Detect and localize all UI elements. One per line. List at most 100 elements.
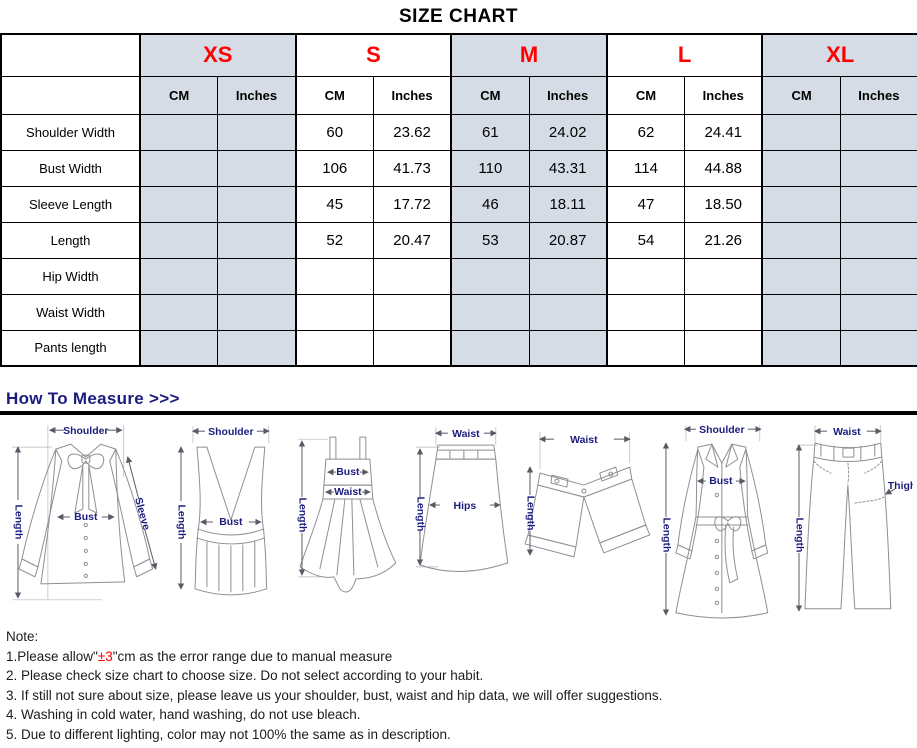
pants-illustration: Waist Length Thigh [794,425,913,612]
cell-value: 24.02 [528,113,608,151]
cell-value [839,221,917,259]
unit-header-xs-cm: CM [139,75,219,115]
vest-bust-label: Bust [219,517,243,528]
size-header-m: M [450,33,608,77]
cell-value [450,329,530,367]
page-title: SIZE CHART [399,6,518,27]
cell-value: 61 [450,113,530,151]
note-1-highlight: ±3 [97,648,113,664]
note-line-5: 5. Due to different lighting, color may … [6,726,451,742]
cell-value [839,293,917,331]
cell-value [528,293,608,331]
cell-value: 43.31 [528,149,608,187]
cell-value [761,113,841,151]
table-row: Sleeve Length 45 17.72 46 18.11 47 18.50 [0,185,917,223]
cell-value [761,185,841,223]
coat-shoulder-label: Shoulder [699,425,744,436]
pants-waist-label: Waist [833,427,861,438]
cell-value [761,221,841,259]
unit-header-s-inches: Inches [372,75,452,115]
coat-length-label: Length [660,518,671,553]
cell-value: 114 [605,149,686,187]
cell-value [139,329,219,367]
size-header-row: XS S M L XL [0,33,917,77]
vest-shoulder-label: Shoulder [208,427,253,438]
cell-value [528,257,608,295]
row-label: Bust Width [0,149,141,187]
cell-value [450,293,530,331]
note-line-1: 1.Please allow"±3"cm as the error range … [6,647,917,667]
coat-illustration: Shoulder Length Bust [660,425,768,619]
note-1-text: "cm as the error range due to manual mea… [112,648,393,664]
unit-header-m-inches: Inches [528,75,608,115]
cell-value: 20.47 [372,221,452,259]
cell-value [684,293,763,331]
cell-value: 17.72 [372,185,452,223]
cell-value [217,149,297,187]
unit-header-xl-cm: CM [761,75,841,115]
note-line-4: 4. Washing in cold water, hand washing, … [6,707,361,722]
cell-value: 44.88 [684,149,763,187]
how-to-measure-heading: How To Measure >>> [6,389,180,408]
unit-header-s-cm: CM [294,75,374,115]
cell-value: 46 [450,185,530,223]
size-header-xl: XL [761,33,917,77]
note-1-text: 1.Please allow" [6,648,98,664]
cell-value [372,257,452,295]
cell-value [217,113,297,151]
cell-value: 45 [294,185,374,223]
vest-illustration: Shoulder Length Bust [175,426,270,596]
cell-value [372,329,452,367]
cell-value [139,113,219,151]
notes-section: Note: 1.Please allow"±3"cm as the error … [6,627,917,744]
blouse-illustration: Shoulder Length Bust Sleeve [11,425,158,601]
cell-value [372,293,452,331]
dress-length-label: Length [297,498,308,533]
unit-header-xl-inches: Inches [839,75,917,115]
size-header-s: S [294,33,452,77]
cell-value: 24.41 [684,113,763,151]
cell-value [139,149,219,187]
cell-value [839,113,917,151]
cell-value [761,149,841,187]
table-row: Length 52 20.47 53 20.87 54 21.26 [0,221,917,259]
cell-value: 23.62 [372,113,452,151]
note-line-3: 3. If still not sure about size, please … [6,687,663,703]
cell-value: 18.11 [528,185,608,223]
shorts-illustration: Waist Length [524,432,651,558]
unit-header-row: CM Inches CM Inches CM Inches CM Inches … [0,75,917,115]
cell-value: 41.73 [372,149,452,187]
dress-illustration: Length Bust Waist [297,436,397,593]
cell-value [217,257,297,295]
blouse-shoulder-label: Shoulder [63,426,108,437]
table-row: Hip Width [0,257,917,295]
cell-value [217,329,297,367]
cell-value [139,221,219,259]
row-label: Hip Width [0,257,141,295]
cell-value [294,257,374,295]
cell-value [217,221,297,259]
cell-value: 52 [294,221,374,259]
cell-value [139,293,219,331]
size-header-l: L [605,33,763,77]
cell-value [139,185,219,223]
note-line-2: 2. Please check size chart to choose siz… [6,668,484,683]
table-row: Pants length [0,329,917,367]
row-label: Length [0,221,141,259]
cell-value [684,257,763,295]
cell-value: 18.50 [684,185,763,223]
row-label: Sleeve Length [0,185,141,223]
cell-value: 21.26 [684,221,763,259]
row-label: Shoulder Width [0,113,141,151]
cell-value [684,329,763,367]
cell-value: 110 [450,149,530,187]
cell-value [605,293,686,331]
cell-value [761,293,841,331]
dress-bust-label: Bust [337,467,361,478]
section-divider [0,411,917,415]
cell-value [605,329,686,367]
unit-header-l-inches: Inches [684,75,763,115]
blouse-length-label: Length [12,505,23,540]
cell-value [528,329,608,367]
